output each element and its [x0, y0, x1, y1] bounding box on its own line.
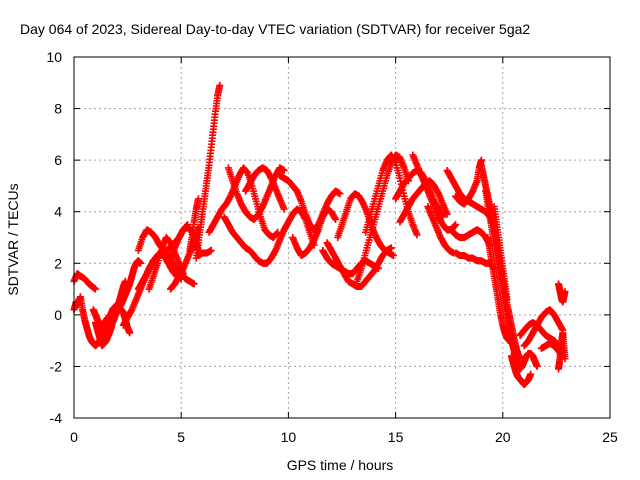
- series-trace-03: [91, 277, 129, 350]
- data-point: [452, 221, 460, 229]
- data-point: [126, 329, 134, 337]
- data-point: [527, 370, 535, 378]
- series-trace-29: [424, 203, 457, 257]
- series-trace-38: [507, 352, 535, 388]
- data-point: [503, 295, 511, 303]
- series-trace-31: [447, 226, 494, 249]
- y-tick-label: -4: [50, 410, 63, 426]
- y-tick-label: 8: [54, 101, 62, 117]
- data-point: [507, 339, 515, 347]
- x-tick-label: 20: [495, 429, 511, 445]
- series-trace-23: [334, 190, 397, 259]
- series-trace-20: [289, 205, 340, 259]
- plot-frame: [73, 56, 611, 419]
- y-tick-label: 10: [46, 49, 62, 65]
- series-trace-40: [520, 306, 567, 350]
- data-point: [332, 215, 340, 223]
- y-axis-title: SDTVAR / TECUs: [5, 183, 21, 295]
- series-trace-01: [70, 270, 99, 293]
- chart-title: Day 064 of 2023, Sidereal Day-to-day VTE…: [20, 21, 530, 37]
- series-trace-14: [205, 164, 282, 241]
- data-point: [190, 280, 198, 288]
- series-trace-42: [555, 280, 569, 306]
- series-trace-12: [192, 81, 224, 262]
- data-point: [122, 277, 129, 285]
- x-tick-labels: 0 5 10 15 20 25: [70, 429, 618, 445]
- x-tick-label: 0: [70, 429, 78, 445]
- series-trace-25: [362, 151, 421, 239]
- data-point: [194, 195, 202, 203]
- x-tick-label: 25: [602, 429, 618, 445]
- data-point: [443, 210, 451, 218]
- data-point: [280, 205, 288, 213]
- series-trace-11: [186, 195, 202, 254]
- series-trace-13: [194, 246, 215, 259]
- x-axis-title: GPS time / hours: [287, 457, 394, 473]
- data-point: [336, 190, 344, 198]
- x-tick-label: 15: [388, 429, 404, 445]
- data-point: [561, 288, 569, 296]
- series-trace-17: [242, 164, 288, 213]
- series-trace-15: [220, 213, 288, 267]
- y-tick-label: 6: [54, 152, 62, 168]
- y-tick-label: 2: [54, 255, 62, 271]
- series-trace-19: [280, 205, 318, 249]
- x-tick-label: 5: [177, 429, 185, 445]
- data-point: [91, 285, 99, 293]
- y-tick-label: 0: [54, 307, 62, 323]
- data-point: [137, 259, 144, 267]
- y-tick-label: -2: [50, 358, 63, 374]
- series-trace-43: [555, 329, 569, 373]
- data-point: [280, 167, 288, 174]
- data-point: [207, 246, 215, 254]
- series-trace-37: [490, 203, 511, 303]
- series-trace-32: [452, 156, 485, 208]
- data-point: [390, 252, 397, 259]
- y-tick-labels: -4 -2 0 2 4 6 8 10: [46, 49, 62, 426]
- series-trace-22: [323, 239, 395, 290]
- data-point: [216, 81, 224, 89]
- series-trace-16: [224, 164, 288, 223]
- data-point: [387, 244, 395, 252]
- data-point: [301, 214, 309, 222]
- x-tick-label: 10: [281, 429, 297, 445]
- series-trace-24: [353, 151, 412, 285]
- data-point: [413, 231, 421, 239]
- axis-ticks: [73, 56, 611, 419]
- series-trace-36: [484, 234, 515, 347]
- data-points: [70, 81, 569, 388]
- data-point: [533, 362, 541, 370]
- data-point: [561, 355, 569, 363]
- series-trace-28: [409, 151, 460, 234]
- y-tick-label: 4: [54, 204, 62, 220]
